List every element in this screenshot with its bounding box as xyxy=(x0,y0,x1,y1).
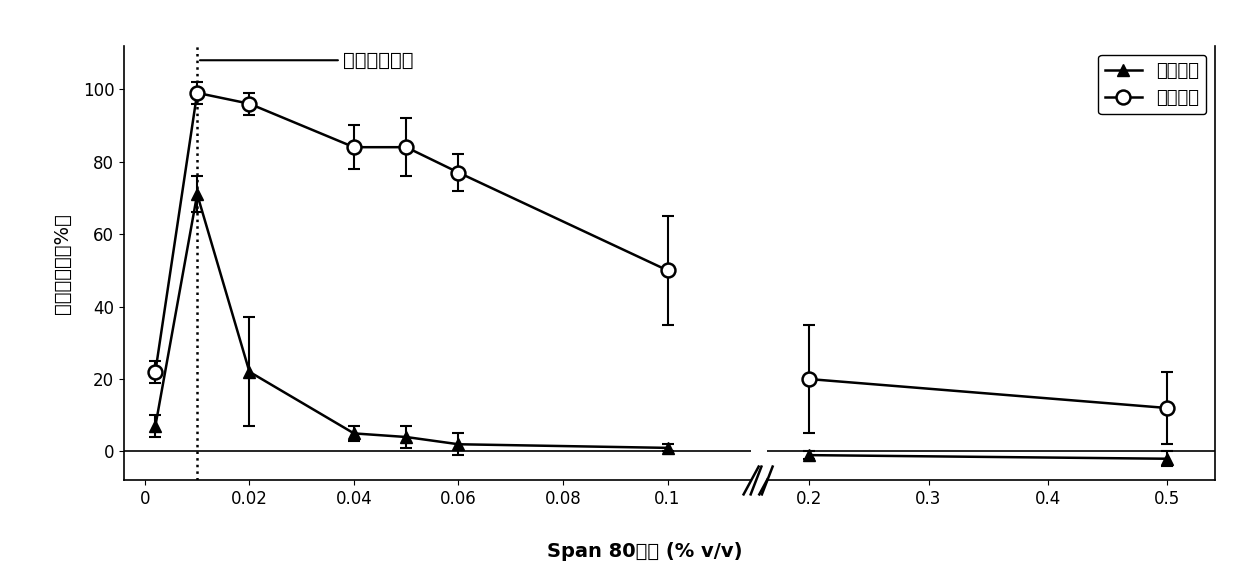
Legend: 离心之前, 离心之后: 离心之前, 离心之后 xyxy=(1099,55,1207,114)
Text: Span 80浓度 (% v/v): Span 80浓度 (% v/v) xyxy=(547,542,743,561)
Y-axis label: 液滴融合率（%）: 液滴融合率（%） xyxy=(52,213,72,313)
Text: 临界胶束浓度: 临界胶束浓度 xyxy=(200,51,414,70)
